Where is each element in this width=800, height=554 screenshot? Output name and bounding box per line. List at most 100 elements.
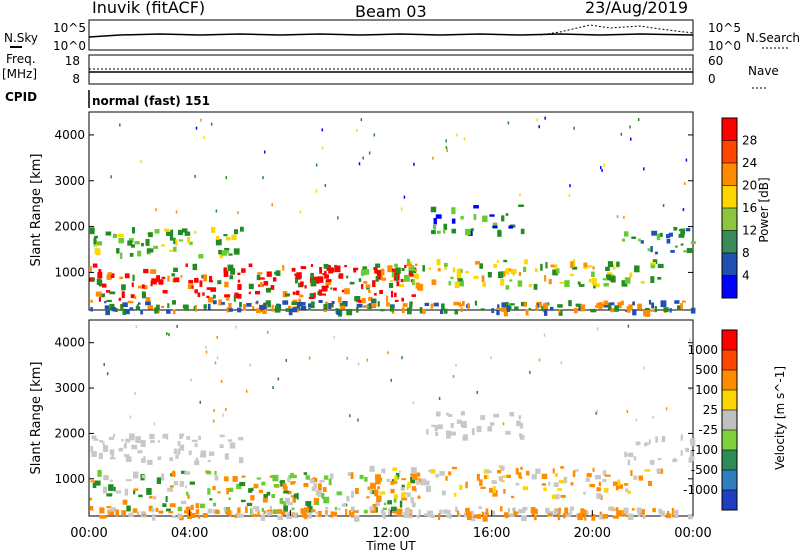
scatter-cell (147, 459, 153, 465)
scatter-cell (191, 439, 198, 443)
scatter-cell (243, 304, 247, 311)
scatter-cell (133, 489, 136, 495)
scatter-cell (315, 501, 319, 505)
x-tick-label: 04:00 (171, 526, 208, 541)
scatter-cell (479, 263, 483, 269)
scatter-cell (188, 280, 194, 284)
scatter-cell (339, 303, 346, 310)
scatter-cell (177, 440, 181, 446)
scatter-cell (281, 511, 286, 516)
scatter-cell (554, 472, 558, 477)
scatter-cell (598, 302, 603, 309)
scatter-cell (438, 513, 441, 521)
scatter-cell (173, 237, 176, 245)
scatter-cell (290, 472, 294, 479)
scatter-cell (683, 250, 687, 253)
scatter-cell (325, 510, 328, 515)
scatter-cell (297, 301, 303, 307)
scatter-cell (577, 281, 581, 285)
scatter-cell (99, 515, 106, 519)
scatter-cell (230, 268, 236, 275)
scatter-cell (224, 247, 230, 251)
scatter-cell (414, 273, 419, 280)
scatter-cell (484, 474, 489, 480)
scatter-cell (602, 478, 607, 483)
scatter-cell (520, 466, 523, 470)
scatter-cell (308, 513, 312, 519)
scatter-cell (131, 282, 134, 288)
scatter-cell (344, 264, 347, 268)
freq-tick-bottom: 8 (72, 72, 80, 86)
scatter-cell (657, 263, 664, 269)
scatter-cell (272, 386, 274, 390)
scatter-cell (637, 118, 640, 122)
y-tick-label: 2000 (54, 426, 85, 440)
scatter-cell (560, 494, 566, 498)
scatter-cell (551, 494, 557, 500)
scatter-cell (615, 485, 619, 491)
colorbar-tick-label: 1000 (687, 343, 718, 357)
scatter-cell (363, 305, 369, 308)
scatter-cell (513, 511, 519, 514)
scatter-cell (420, 482, 426, 486)
scatter-cell (98, 452, 103, 460)
scatter-cell (437, 424, 443, 430)
scatter-cell (444, 262, 448, 267)
scatter-cell (430, 206, 437, 213)
scatter-cell (326, 279, 332, 283)
scatter-cell (91, 451, 97, 457)
scatter-cell (585, 477, 590, 482)
scatter-cell (216, 235, 220, 240)
scatter-cell (623, 231, 629, 237)
scatter-cell (300, 508, 306, 514)
scatter-cell (533, 283, 538, 290)
scatter-cell (353, 269, 357, 273)
scatter-cell (151, 508, 155, 512)
scatter-cell (365, 284, 371, 289)
scatter-cell (175, 454, 179, 459)
scatter-cell (200, 450, 207, 458)
scatter-cell (237, 272, 241, 276)
scatter-cell (452, 267, 456, 273)
scatter-cell (437, 268, 441, 272)
scatter-cell (181, 470, 186, 474)
scatter-cell (293, 513, 297, 518)
scatter-cell (304, 285, 307, 289)
scatter-cell (387, 500, 392, 505)
scatter-cell (106, 290, 111, 293)
scatter-cell (141, 284, 145, 289)
scatter-cell (212, 294, 216, 299)
scatter-cell (482, 515, 488, 522)
scatter-cell (443, 223, 448, 230)
scatter-cell (367, 304, 372, 310)
scatter-cell (162, 503, 167, 508)
scatter-cell (374, 269, 378, 274)
scatter-cell (467, 302, 470, 309)
scatter-cell (485, 508, 489, 515)
scatter-cell (681, 300, 686, 303)
scatter-cell (642, 514, 646, 519)
scatter-cell (237, 507, 241, 514)
scatter-cell (505, 213, 509, 216)
scatter-cell (238, 457, 244, 464)
scatter-cell (319, 266, 323, 274)
scatter-cell (212, 485, 216, 491)
scatter-cell (167, 487, 173, 492)
scatter-cell (115, 490, 122, 494)
scatter-cell (412, 401, 415, 405)
scatter-cell (417, 515, 420, 519)
scatter-cell (531, 474, 537, 480)
scatter-cell (124, 488, 129, 496)
scatter-cell (575, 303, 580, 306)
scatter-cell (158, 279, 164, 285)
scatter-cell (253, 483, 259, 489)
scatter-cell (214, 510, 220, 514)
scatter-cell (569, 184, 571, 188)
scatter-cell (346, 275, 349, 279)
scatter-cell (203, 274, 208, 282)
scatter-cell (617, 302, 622, 309)
scatter-cell (396, 281, 400, 287)
scatter-cell (262, 176, 264, 180)
scatter-cell (257, 309, 260, 313)
scatter-cell (94, 247, 100, 255)
